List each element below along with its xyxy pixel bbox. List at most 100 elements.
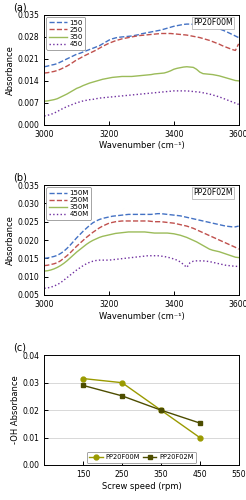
PP20F00M xyxy=(159,407,162,413)
PP20F02M xyxy=(198,420,201,426)
Line: 450: 450 xyxy=(44,91,239,116)
X-axis label: Screw speed (rpm): Screw speed (rpm) xyxy=(102,482,181,490)
150 xyxy=(88,46,91,52)
PP20F00M xyxy=(121,380,123,386)
150M xyxy=(215,221,217,227)
250M xyxy=(215,236,217,242)
Line: 350M: 350M xyxy=(44,232,239,271)
Line: 250: 250 xyxy=(44,34,239,73)
450 xyxy=(111,94,114,100)
250 xyxy=(215,40,217,46)
350M xyxy=(88,239,91,245)
450M xyxy=(111,257,114,263)
350 xyxy=(146,72,149,78)
Y-axis label: Absorbance: Absorbance xyxy=(6,45,15,95)
350M xyxy=(237,254,240,260)
250 xyxy=(82,54,85,60)
450M xyxy=(237,264,240,270)
150 xyxy=(215,25,217,31)
450M xyxy=(146,252,149,258)
Text: (b): (b) xyxy=(13,172,27,182)
PP20F02M xyxy=(82,382,85,388)
250M xyxy=(237,246,240,252)
Legend: 150M, 250M, 350M, 450M: 150M, 250M, 350M, 450M xyxy=(46,187,92,220)
250 xyxy=(237,41,240,47)
350M xyxy=(111,231,114,237)
450M xyxy=(215,260,217,266)
350M xyxy=(82,244,85,250)
Y-axis label: Absorbance: Absorbance xyxy=(6,215,15,265)
150M xyxy=(146,212,149,218)
450 xyxy=(215,93,217,99)
Line: 150M: 150M xyxy=(44,214,239,258)
250 xyxy=(88,50,91,56)
350 xyxy=(237,78,240,84)
250M xyxy=(150,218,153,224)
X-axis label: Wavenumber (cm⁻¹): Wavenumber (cm⁻¹) xyxy=(99,312,184,320)
Text: PP20F02M: PP20F02M xyxy=(193,188,233,198)
250M xyxy=(111,220,114,226)
350 xyxy=(88,80,91,86)
450 xyxy=(159,89,162,95)
250 xyxy=(163,30,166,36)
150M xyxy=(82,228,85,234)
150 xyxy=(82,49,85,55)
450M xyxy=(43,286,46,292)
250M xyxy=(163,219,166,225)
350 xyxy=(111,74,114,80)
150M xyxy=(43,256,46,262)
350M xyxy=(43,268,46,274)
450M xyxy=(150,252,153,258)
150 xyxy=(185,21,188,27)
Text: (c): (c) xyxy=(13,343,26,353)
250 xyxy=(111,39,114,45)
150M xyxy=(88,222,91,228)
250 xyxy=(43,70,46,76)
Line: 250M: 250M xyxy=(44,221,239,266)
250M xyxy=(82,238,85,244)
450 xyxy=(237,102,240,107)
Y-axis label: -OH Absorbance: -OH Absorbance xyxy=(11,376,20,444)
450 xyxy=(146,90,149,96)
350 xyxy=(159,70,162,76)
Text: (a): (a) xyxy=(13,2,27,12)
250 xyxy=(159,30,162,36)
150M xyxy=(237,223,240,229)
Line: PP20F00M: PP20F00M xyxy=(81,376,202,440)
Legend: PP20F00M, PP20F02M: PP20F00M, PP20F02M xyxy=(87,452,196,463)
150 xyxy=(111,36,114,42)
Line: 150: 150 xyxy=(44,24,239,66)
150 xyxy=(146,30,149,36)
PP20F00M xyxy=(82,376,85,382)
Line: PP20F02M: PP20F02M xyxy=(81,383,202,426)
350 xyxy=(43,98,46,104)
450 xyxy=(82,98,85,104)
350 xyxy=(215,72,217,78)
150 xyxy=(237,34,240,40)
Line: 350: 350 xyxy=(44,66,239,101)
X-axis label: Wavenumber (cm⁻¹): Wavenumber (cm⁻¹) xyxy=(99,142,184,150)
Text: PP20F00M: PP20F00M xyxy=(193,18,233,28)
450M xyxy=(163,254,166,260)
450 xyxy=(172,88,175,94)
450 xyxy=(88,96,91,102)
450M xyxy=(82,262,85,268)
250M xyxy=(43,262,46,268)
450 xyxy=(43,113,46,119)
PP20F02M xyxy=(159,407,162,413)
250M xyxy=(121,218,123,224)
350M xyxy=(215,248,217,254)
250 xyxy=(146,32,149,38)
150 xyxy=(159,27,162,33)
Line: 450M: 450M xyxy=(44,256,239,288)
PP20F02M xyxy=(121,393,123,399)
PP20F00M xyxy=(198,434,201,440)
350M xyxy=(127,229,130,235)
150 xyxy=(43,64,46,70)
350 xyxy=(185,64,188,70)
350M xyxy=(163,230,166,236)
450M xyxy=(88,260,91,266)
Legend: 150, 250, 350, 450: 150, 250, 350, 450 xyxy=(46,17,85,50)
150M xyxy=(163,211,166,217)
150M xyxy=(111,213,114,219)
